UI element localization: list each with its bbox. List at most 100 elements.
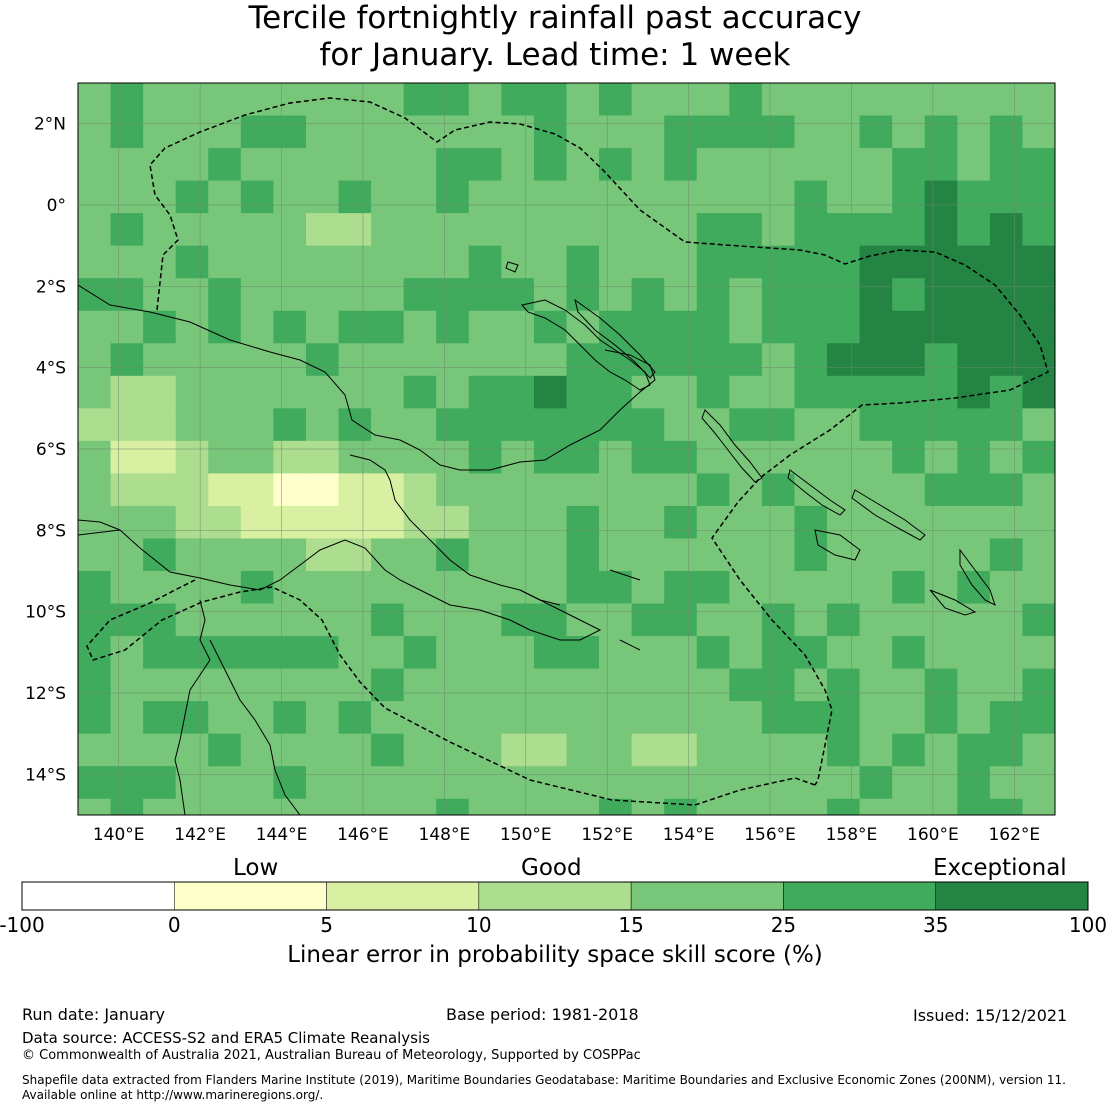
skill-cell [696, 310, 730, 344]
skill-cell [468, 278, 502, 312]
skill-cell [957, 408, 991, 442]
skill-cell [696, 798, 730, 815]
skill-cell [827, 798, 861, 815]
skill-cell [501, 310, 535, 344]
louisiade [519, 569, 641, 651]
chart-title-line-1: Tercile fortnightly rainfall past accura… [248, 0, 862, 36]
colorbar-segment [935, 881, 1089, 911]
skill-cell [696, 473, 730, 507]
skill-cell [403, 213, 437, 247]
skill-cell [240, 505, 274, 540]
skill-cell [794, 83, 828, 117]
skill-cell [859, 571, 893, 605]
skill-cell [338, 603, 372, 637]
skill-cell [143, 603, 177, 637]
skill-cell [827, 440, 861, 474]
skill-cell [501, 636, 535, 670]
skill-cell [78, 83, 112, 117]
skill-cell [501, 440, 535, 474]
skill-cell [143, 473, 177, 507]
solomon-choiseul [787, 469, 846, 516]
longitude-label: 152°E [581, 825, 633, 845]
skill-cell [143, 115, 177, 149]
skill-cell [859, 115, 893, 149]
colorbar-tick-label: 10 [466, 913, 491, 937]
skill-cell [533, 408, 568, 442]
skill-cell [957, 213, 991, 247]
skill-cell [664, 798, 698, 815]
skill-cell [957, 83, 991, 117]
skill-cell [729, 636, 763, 670]
skill-cell [468, 766, 502, 800]
skill-cell [599, 148, 633, 182]
skill-cell [1022, 180, 1055, 214]
skill-cell [468, 375, 502, 409]
skill-cell [957, 440, 991, 474]
skill-cell [305, 440, 340, 474]
longitude-label: 148°E [419, 825, 471, 845]
skill-cell [371, 473, 405, 507]
skill-cell [631, 505, 665, 540]
skill-cell [761, 505, 796, 540]
colorbar-tick-label: 5 [320, 913, 333, 937]
skill-cell [761, 538, 796, 572]
skill-cell [208, 766, 242, 800]
category-good-label: Good [521, 855, 582, 881]
skill-cell [436, 278, 470, 312]
skill-cell [827, 245, 861, 279]
skill-cell [208, 440, 242, 474]
skill-cell [631, 115, 665, 149]
skill-cell [403, 798, 437, 815]
skill-cell [338, 245, 372, 279]
skill-cell [403, 766, 437, 800]
skill-cell [794, 148, 828, 182]
skill-cell [143, 148, 177, 182]
skill-cell [924, 278, 958, 312]
skill-cell [1022, 375, 1055, 409]
skill-cell [924, 473, 958, 507]
skill-cell [305, 343, 340, 377]
skill-cell [957, 636, 991, 670]
skill-cell [696, 343, 730, 377]
skill-cell [208, 733, 242, 767]
skill-cell [143, 440, 177, 474]
skill-cell [957, 733, 991, 767]
skill-cell [273, 766, 307, 800]
skill-cell [566, 473, 600, 507]
png-eez-south [86, 579, 816, 806]
skill-cell [859, 473, 893, 507]
skill-cell [371, 538, 405, 572]
skill-cell [631, 440, 665, 474]
skill-cell [403, 148, 437, 182]
skill-cell [794, 213, 828, 247]
skill-cell [729, 148, 763, 182]
skill-cell [892, 115, 926, 149]
skill-cell [208, 375, 242, 409]
skill-cell [403, 473, 437, 507]
skill-cell [957, 538, 991, 572]
skill-cell [1022, 571, 1055, 605]
skill-cell [827, 278, 861, 312]
skill-cell [859, 636, 893, 670]
skill-cell [371, 571, 405, 605]
skill-cell [1022, 668, 1055, 702]
skill-cell [208, 668, 242, 702]
skill-cell [78, 148, 112, 182]
skill-cell [78, 733, 112, 767]
skill-cell [794, 180, 828, 214]
skill-cell [892, 473, 926, 507]
skill-cell [892, 278, 926, 312]
skill-cell [305, 115, 340, 149]
skill-cell [240, 440, 274, 474]
skill-cell [892, 310, 926, 344]
longitude-label: 140°E [93, 825, 145, 845]
new-britain [521, 299, 651, 391]
gulf-coast [78, 519, 121, 531]
skill-cell [273, 440, 307, 474]
skill-cell [371, 440, 405, 474]
skill-cell [566, 440, 600, 474]
skill-cell [664, 245, 698, 279]
skill-cell [696, 180, 730, 214]
skill-cell [631, 701, 665, 735]
skill-cell [175, 115, 209, 149]
